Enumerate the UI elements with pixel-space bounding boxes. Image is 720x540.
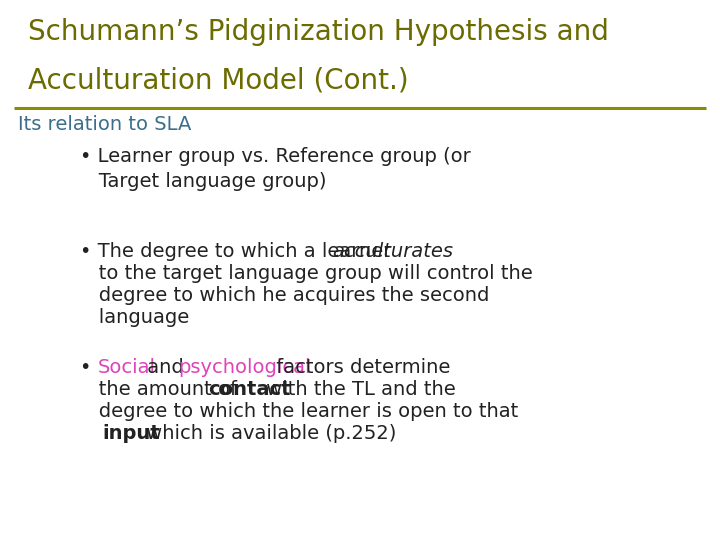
Text: degree to which he acquires the second: degree to which he acquires the second bbox=[80, 286, 490, 305]
Text: input: input bbox=[102, 424, 160, 443]
Text: to the target language group will control the: to the target language group will contro… bbox=[80, 264, 533, 283]
Text: degree to which the learner is open to that: degree to which the learner is open to t… bbox=[80, 402, 518, 421]
Text: contact: contact bbox=[208, 380, 290, 399]
Text: which is available (p.252): which is available (p.252) bbox=[140, 424, 397, 443]
Text: Its relation to SLA: Its relation to SLA bbox=[18, 115, 192, 134]
Text: with the TL and the: with the TL and the bbox=[260, 380, 456, 399]
Text: the amount of: the amount of bbox=[80, 380, 243, 399]
Text: • Learner group vs. Reference group (or
   Target language group): • Learner group vs. Reference group (or … bbox=[80, 147, 471, 191]
Text: • The degree to which a learner: • The degree to which a learner bbox=[80, 242, 397, 261]
Text: Acculturation Model (Cont.): Acculturation Model (Cont.) bbox=[28, 66, 409, 94]
Text: Social: Social bbox=[98, 358, 156, 377]
Text: •: • bbox=[80, 358, 98, 377]
Text: acculturates: acculturates bbox=[332, 242, 453, 261]
Text: Schumann’s Pidginization Hypothesis and: Schumann’s Pidginization Hypothesis and bbox=[28, 18, 609, 46]
Text: and: and bbox=[141, 358, 190, 377]
Text: factors determine: factors determine bbox=[270, 358, 451, 377]
Text: language: language bbox=[80, 308, 189, 327]
Text: psychological: psychological bbox=[178, 358, 310, 377]
